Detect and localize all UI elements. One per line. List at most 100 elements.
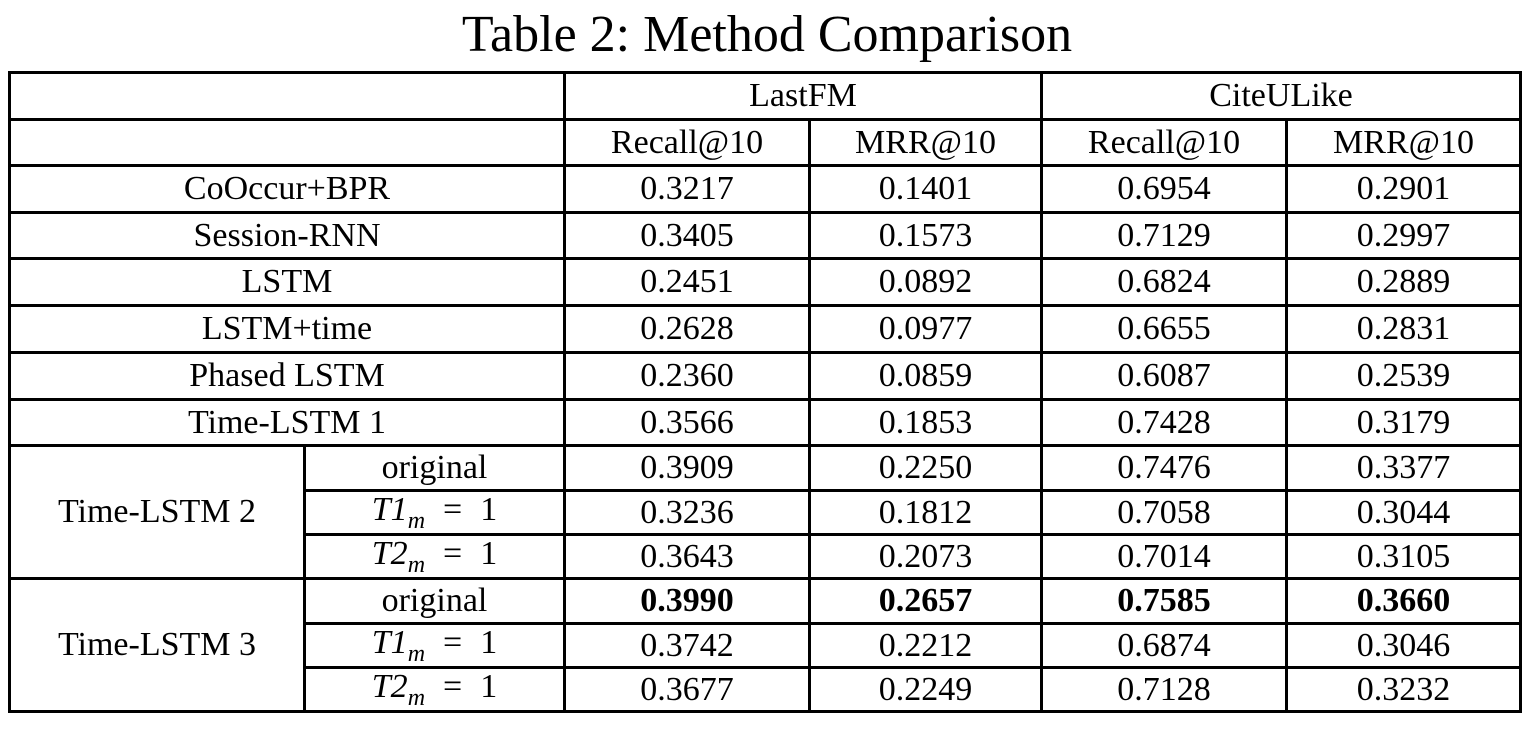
value-cell: 0.6087 <box>1040 351 1288 401</box>
table-caption: Table 2: Method Comparison <box>461 6 1073 63</box>
value-cell: 0.7476 <box>1040 444 1288 492</box>
table-row: Session-RNN 0.3405 0.1573 0.7129 0.2997 <box>8 211 1522 260</box>
formula-equals: = <box>443 667 463 705</box>
table-row: T2m = 1 0.3643 0.2073 0.7014 0.3105 <box>10 533 1522 580</box>
dataset-header-lastfm: LastFM <box>563 71 1043 121</box>
metric-header: MRR@10 <box>808 118 1043 167</box>
formula-subscript: m <box>407 684 426 711</box>
variant-formula: T1m = 1 <box>303 489 566 536</box>
best-value-cell: 0.7585 <box>1040 577 1288 625</box>
formula-variable: T2 <box>371 667 408 705</box>
best-value-cell: 0.3990 <box>563 577 811 625</box>
table-row: LSTM 0.2451 0.0892 0.6824 0.2889 <box>8 257 1522 307</box>
formula-variable: T1 <box>371 490 408 528</box>
value-cell: 0.3105 <box>1285 533 1522 580</box>
variant-formula: T1m = 1 <box>303 622 566 669</box>
value-cell: 0.3377 <box>1285 444 1522 492</box>
corner-cell <box>8 71 566 121</box>
method-name: CoOccur+BPR <box>8 164 566 214</box>
method-name: LSTM+time <box>8 304 566 354</box>
formula-subscript: m <box>407 640 426 667</box>
value-cell: 0.2628 <box>563 304 811 354</box>
value-cell: 0.0859 <box>808 351 1043 401</box>
value-cell: 0.3044 <box>1285 489 1522 536</box>
value-cell: 0.3179 <box>1285 398 1522 447</box>
value-cell: 0.2539 <box>1285 351 1522 401</box>
table-row: Phased LSTM 0.2360 0.0859 0.6087 0.2539 <box>8 351 1522 401</box>
formula-value: 1 <box>480 534 498 572</box>
formula-variable: T1 <box>371 623 408 661</box>
value-cell: 0.6824 <box>1040 257 1288 307</box>
value-cell: 0.3236 <box>563 489 811 536</box>
value-cell: 0.7129 <box>1040 211 1288 260</box>
table-row: T1m = 1 0.3742 0.2212 0.6874 0.3046 <box>10 622 1522 669</box>
value-cell: 0.3742 <box>563 622 811 669</box>
table-row: T1m = 1 0.3236 0.1812 0.7058 0.3044 <box>10 489 1522 536</box>
method-name: Time-LSTM 1 <box>8 398 566 447</box>
table-row: LSTM+time 0.2628 0.0977 0.6655 0.2831 <box>8 304 1522 354</box>
method-name: LSTM <box>8 257 566 307</box>
value-cell: 0.3909 <box>563 444 811 492</box>
table-row: Time-LSTM 3 original 0.3990 0.2657 0.758… <box>8 577 1522 713</box>
metric-header: MRR@10 <box>1285 118 1522 167</box>
value-cell: 0.6655 <box>1040 304 1288 354</box>
value-cell: 0.1401 <box>808 164 1043 214</box>
metric-header: Recall@10 <box>1040 118 1288 167</box>
table-row: Time-LSTM 1 0.3566 0.1853 0.7428 0.3179 <box>8 398 1522 447</box>
formula-subscript: m <box>407 507 426 534</box>
variant-label: original <box>303 444 566 492</box>
formula-value: 1 <box>480 623 498 661</box>
corner-cell <box>8 118 566 167</box>
value-cell: 0.3046 <box>1285 622 1522 669</box>
formula-variable: T2 <box>371 534 408 572</box>
value-cell: 0.2073 <box>808 533 1043 580</box>
formula-equals: = <box>443 490 463 528</box>
dataset-header-citeulike: CiteULike <box>1040 71 1522 121</box>
value-cell: 0.1573 <box>808 211 1043 260</box>
value-cell: 0.2889 <box>1285 257 1522 307</box>
best-value-cell: 0.3660 <box>1285 577 1522 625</box>
value-cell: 0.7058 <box>1040 489 1288 536</box>
value-cell: 0.7428 <box>1040 398 1288 447</box>
group-method-name: Time-LSTM 3 <box>8 577 306 713</box>
value-cell: 0.6874 <box>1040 622 1288 669</box>
metric-header: Recall@10 <box>563 118 811 167</box>
value-cell: 0.1853 <box>808 398 1043 447</box>
formula-equals: = <box>443 534 463 572</box>
value-cell: 0.2212 <box>808 622 1043 669</box>
value-cell: 0.2997 <box>1285 211 1522 260</box>
best-value-cell: 0.2657 <box>808 577 1043 625</box>
value-cell: 0.0892 <box>808 257 1043 307</box>
value-cell: 0.2831 <box>1285 304 1522 354</box>
table-row: Time-LSTM 2 original 0.3909 0.2250 0.747… <box>8 444 1522 580</box>
value-cell: 0.2901 <box>1285 164 1522 214</box>
value-cell: 0.3643 <box>563 533 811 580</box>
group-method-name: Time-LSTM 2 <box>8 444 306 580</box>
formula-value: 1 <box>480 667 498 705</box>
value-cell: 0.7014 <box>1040 533 1288 580</box>
value-cell: 0.1812 <box>808 489 1043 536</box>
value-cell: 0.7128 <box>1040 666 1288 713</box>
value-cell: 0.2250 <box>808 444 1043 492</box>
variant-label: original <box>303 577 566 625</box>
value-cell: 0.2360 <box>563 351 811 401</box>
value-cell: 0.0977 <box>808 304 1043 354</box>
table-row: CoOccur+BPR 0.3217 0.1401 0.6954 0.2901 <box>8 164 1522 214</box>
dataset-header-row: LastFM CiteULike <box>8 71 1522 121</box>
value-cell: 0.3217 <box>563 164 811 214</box>
method-comparison-table: LastFM CiteULike Recall@10 MRR@10 Recall… <box>8 71 1522 713</box>
value-cell: 0.2451 <box>563 257 811 307</box>
formula-subscript: m <box>407 551 426 578</box>
metric-header-row: Recall@10 MRR@10 Recall@10 MRR@10 <box>8 118 1522 167</box>
formula-value: 1 <box>480 490 498 528</box>
table-row: T2m = 1 0.3677 0.2249 0.7128 0.3232 <box>10 666 1522 713</box>
variant-formula: T2m = 1 <box>303 533 566 580</box>
variant-formula: T2m = 1 <box>303 666 566 713</box>
value-cell: 0.3566 <box>563 398 811 447</box>
method-name: Phased LSTM <box>8 351 566 401</box>
method-name: Session-RNN <box>8 211 566 260</box>
value-cell: 0.6954 <box>1040 164 1288 214</box>
value-cell: 0.3232 <box>1285 666 1522 713</box>
value-cell: 0.3405 <box>563 211 811 260</box>
value-cell: 0.3677 <box>563 666 811 713</box>
